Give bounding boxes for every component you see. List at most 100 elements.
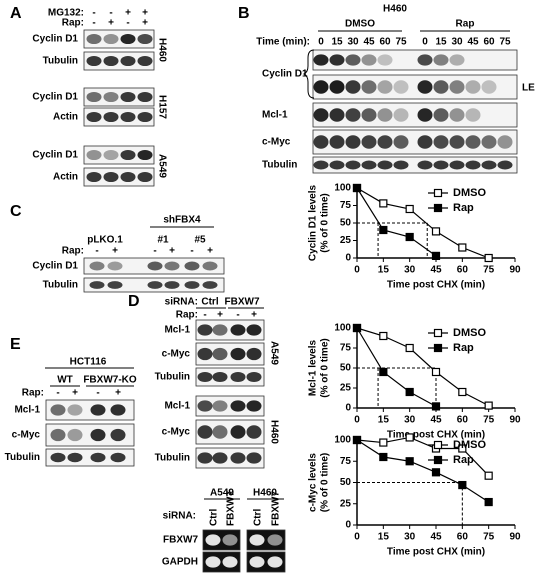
band: [465, 80, 481, 94]
sign: +: [217, 310, 223, 321]
band: [417, 135, 433, 149]
y-tick-label: 0: [345, 520, 351, 531]
band: [465, 108, 481, 122]
band: [267, 556, 283, 568]
band: [197, 371, 213, 383]
band: [433, 160, 449, 170]
band: [120, 91, 136, 103]
time-label: 15: [331, 37, 343, 48]
data-point: [352, 183, 362, 193]
sign: +: [115, 388, 121, 399]
band: [377, 135, 393, 149]
band: [103, 55, 119, 67]
data-point: [431, 367, 441, 377]
label: c-Myc: [162, 349, 191, 360]
label: Ctrl: [201, 297, 218, 308]
y-axis-label: Mcl-1 levels: [308, 339, 319, 396]
x-tick-label: 30: [404, 265, 416, 276]
band: [205, 556, 221, 568]
label: c-Myc: [262, 137, 291, 148]
band: [449, 54, 465, 66]
band: [313, 160, 329, 170]
legend-label: Rap: [453, 454, 474, 466]
label: Cyclin D1: [32, 261, 78, 272]
band: [67, 452, 83, 463]
sign: -: [92, 18, 95, 29]
band: [197, 452, 213, 464]
brace: [302, 49, 315, 99]
data-point: [379, 438, 388, 447]
band: [377, 160, 393, 170]
side-label: A549: [268, 341, 279, 365]
band: [67, 404, 83, 416]
band: [212, 425, 228, 439]
legend-label: DMSO: [453, 439, 486, 451]
data-point: [405, 387, 414, 397]
band: [393, 108, 409, 122]
legend-label: DMSO: [453, 327, 486, 339]
band: [137, 33, 153, 45]
band: [361, 135, 377, 149]
band: [86, 111, 102, 123]
band: [164, 261, 180, 271]
y-axis-label: Cyclin D1 levels: [308, 184, 319, 261]
data-point: [484, 253, 493, 263]
data-point: [431, 468, 441, 477]
time-label: 60: [483, 37, 495, 48]
time-label: 0: [422, 37, 428, 48]
band: [212, 324, 228, 336]
y-axis-label: (% of 0 time): [320, 193, 331, 252]
label: Cyclin D1: [32, 150, 78, 161]
label: GAPDH: [162, 557, 198, 568]
band: [103, 91, 119, 103]
label: siRNA:: [165, 297, 198, 308]
legend-marker: [433, 440, 443, 450]
data-point: [431, 227, 441, 236]
band: [246, 400, 262, 412]
band: [212, 452, 228, 464]
label: siRNA:: [163, 511, 196, 522]
lane-label: Ctrl: [209, 509, 220, 526]
band: [345, 54, 361, 66]
label: Cyclin D1: [262, 69, 308, 80]
series-line: [356, 327, 489, 407]
band: [164, 281, 180, 289]
band: [89, 281, 105, 289]
label: DMSO: [345, 19, 375, 30]
sign: -: [96, 388, 99, 399]
band: [103, 149, 119, 161]
x-tick-label: 15: [378, 532, 390, 543]
band: [147, 261, 163, 271]
label: Actin: [53, 112, 78, 123]
data-point: [405, 433, 414, 442]
blot: [195, 395, 265, 417]
legend-marker: [433, 188, 443, 198]
blot: [45, 399, 135, 421]
blot: [312, 49, 518, 71]
band: [417, 80, 433, 94]
band: [329, 160, 345, 170]
band: [202, 281, 218, 289]
band: [433, 54, 449, 66]
label: Actin: [53, 172, 78, 183]
data-point: [352, 323, 362, 333]
blot: [195, 367, 265, 387]
label: Tubulin: [155, 372, 190, 383]
x-tick-label: 45: [430, 265, 442, 276]
label: Rap:: [22, 388, 44, 399]
band: [433, 135, 449, 149]
label: HCT116: [70, 357, 107, 368]
x-tick-label: 90: [509, 532, 521, 543]
band: [329, 80, 345, 94]
time-label: 60: [379, 37, 391, 48]
side-label: H157: [156, 95, 167, 119]
label: #5: [194, 235, 206, 246]
label: Rap:: [62, 246, 84, 257]
x-tick-label: 45: [430, 415, 442, 426]
band: [230, 400, 246, 412]
x-tick-label: 90: [509, 265, 521, 276]
band: [90, 404, 106, 416]
blot: [312, 156, 518, 174]
band: [137, 171, 153, 183]
label: Mcl-1: [164, 401, 190, 412]
